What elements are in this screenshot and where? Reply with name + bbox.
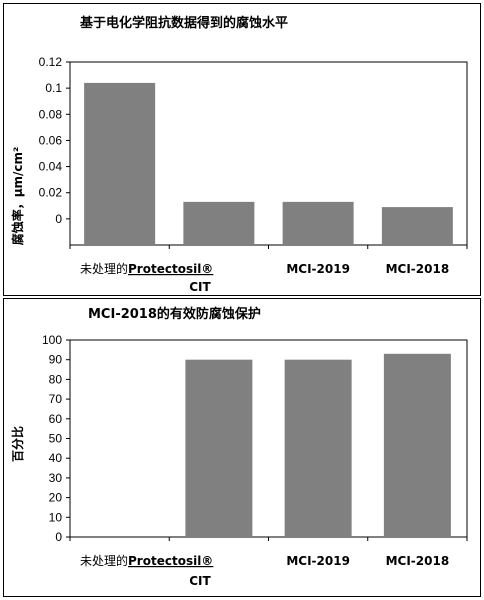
top-ytick-label: 0.08 bbox=[39, 107, 63, 121]
bottom-ytick-label: 80 bbox=[49, 372, 63, 386]
top-ytick-label: 0 bbox=[55, 212, 62, 226]
top-bar-1 bbox=[84, 82, 156, 246]
top-bar-2 bbox=[183, 201, 255, 245]
bottom-ytick-label: 90 bbox=[49, 353, 63, 367]
bottom-ytick-label: 10 bbox=[49, 510, 63, 524]
top-ytick-label: 0.06 bbox=[39, 133, 63, 147]
top-ytick-label: 0.04 bbox=[39, 160, 63, 174]
top-ytick-label: 0.1 bbox=[45, 81, 62, 95]
bottom-plot-area: 0 10 20 30 40 50 60 70 80 90 100 未处理的Protectosil® CI… bbox=[42, 333, 468, 588]
bottom-xlabel-3: MCI-2018 bbox=[386, 554, 450, 568]
bottom-ytick-label: 100 bbox=[42, 333, 62, 347]
top-xlabel-2: MCI-2019 bbox=[286, 262, 350, 276]
bottom-bar-2 bbox=[185, 359, 253, 537]
top-xlabel-1-line2: CIT bbox=[189, 280, 211, 294]
bottom-xlabel-2: MCI-2019 bbox=[286, 554, 350, 568]
bottom-ytick-label: 40 bbox=[49, 451, 63, 465]
bottom-ytick-label: 30 bbox=[49, 471, 63, 485]
bottom-chart-title: MCI-2018的有效防腐蚀保护 bbox=[88, 306, 261, 322]
top-bar-4 bbox=[381, 207, 453, 245]
top-chart-ylabel: 腐蚀率，μm/cm² bbox=[10, 147, 25, 246]
top-xlabel-3: MCI-2018 bbox=[386, 262, 450, 276]
bottom-xlabel-1-line2: CIT bbox=[189, 574, 211, 588]
bottom-ytick-label: 20 bbox=[49, 491, 63, 505]
bottom-ytick-label: 70 bbox=[49, 392, 63, 406]
top-bar-3 bbox=[282, 201, 354, 245]
top-xlabel-1: 未处理的Protectosil® bbox=[80, 261, 213, 276]
bottom-ytick-label: 50 bbox=[49, 432, 63, 446]
bottom-ytick-label: 60 bbox=[49, 412, 63, 426]
top-chart-title: 基于电化学阻抗数据得到的腐蚀水平 bbox=[79, 15, 288, 31]
bottom-chart-frame bbox=[3, 298, 481, 597]
bottom-chart-ylabel: 百分比 bbox=[10, 426, 25, 462]
bottom-ytick-label: 0 bbox=[55, 530, 62, 544]
bottom-bar-4 bbox=[383, 353, 451, 537]
top-ytick-label: 0.02 bbox=[39, 186, 63, 200]
bottom-xlabel-1: 未处理的Protectosil® bbox=[80, 553, 213, 568]
bottom-bar-3 bbox=[284, 359, 352, 537]
top-ytick-label: 0.12 bbox=[39, 55, 63, 69]
top-chart-frame bbox=[3, 3, 481, 296]
top-plot-area: 0 0.02 0.04 0.06 0.08 0.1 0.12 未处理的Protectosil®… bbox=[39, 55, 468, 294]
